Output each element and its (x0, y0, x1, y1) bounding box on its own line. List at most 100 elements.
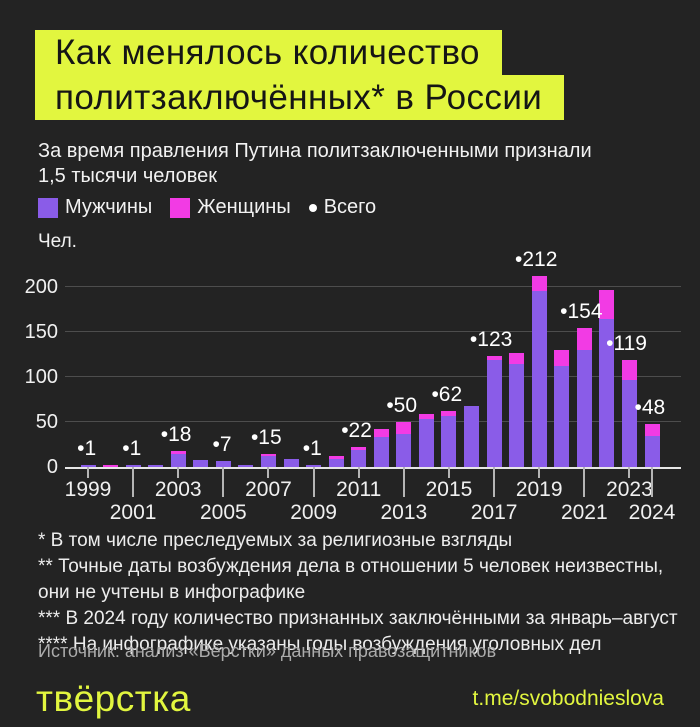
telegram-link[interactable]: t.me/svobodnieslova (472, 687, 664, 710)
bar-2015-women-segment (441, 411, 457, 416)
x-tick-2001 (132, 467, 135, 497)
footnote-4: **** На инфографике указаны годы возбужд… (38, 634, 602, 655)
x-tick-2021 (583, 467, 586, 497)
bar-2001-men-segment (125, 465, 141, 467)
y-tick-label-200: 200 (24, 276, 58, 298)
bar-2005-men-segment (215, 460, 231, 467)
bar-2023 (621, 359, 637, 467)
x-tick-2009 (312, 467, 315, 497)
women-color-swatch-icon (170, 197, 191, 218)
footnotes-block: * В том числе преследуемых за религиозны… (38, 528, 693, 658)
bar-2020-men-segment (554, 366, 570, 467)
x-tick-2003 (177, 467, 180, 478)
total-bullet-icon (308, 203, 317, 212)
page-title-line2: политзаключённых* в России (35, 75, 565, 120)
x-tick-2005 (222, 467, 225, 497)
page-title-line1: Как менялось количество (35, 30, 502, 75)
grid-line-150 (65, 331, 681, 332)
bar-2021-women-segment (576, 328, 592, 350)
x-tick-label-2021: 2021 (560, 501, 608, 524)
x-tick-label-2009: 2009 (290, 501, 337, 524)
bar-value-label-2003: •18 (160, 422, 192, 446)
x-tick-label-2024: 2024 (628, 501, 676, 524)
x-tick-label-1999: 1999 (64, 478, 112, 501)
y-axis-unit-label: Чел. (38, 231, 77, 252)
bar-2018-women-segment (509, 352, 525, 365)
bar-value-label-2007: •15 (250, 425, 282, 449)
bar-2014-women-segment (418, 413, 434, 420)
bar-2017-women-segment (486, 356, 502, 360)
x-tick-label-2005: 2005 (200, 501, 247, 524)
legend-women-label: Женщины (197, 196, 291, 218)
bar-2010-women-segment (328, 456, 344, 459)
bar-2013-women-segment (396, 422, 412, 434)
bar-2024-men-segment (644, 435, 660, 467)
bar-value-label-2023: •119 (606, 331, 648, 355)
x-tick-2007 (267, 467, 270, 478)
bar-2012 (373, 429, 389, 467)
legend-total-label: Всего (323, 196, 377, 218)
grid-line-50 (65, 421, 681, 422)
bar-2024 (644, 423, 660, 467)
bar-2006 (238, 465, 254, 467)
men-color-swatch-icon (38, 197, 58, 218)
bar-2016-men-segment (464, 405, 480, 467)
bar-2003-women-segment (170, 450, 186, 454)
x-tick-2017 (493, 467, 496, 497)
bar-2005 (215, 460, 231, 467)
bar-2021-men-segment (576, 350, 592, 467)
footnote-2: ** Точные даты возбуждения дела в отноше… (38, 556, 664, 603)
bar-2010 (328, 456, 344, 467)
bar-2015-men-segment (441, 415, 457, 467)
bar-value-label-1999: •1 (77, 437, 97, 460)
x-tick-label-2015: 2015 (425, 478, 473, 501)
legend-item-women: Женщины (170, 196, 291, 219)
bar-2008 (283, 458, 299, 467)
bar-2011-women-segment (351, 447, 367, 450)
bar-2001 (125, 465, 141, 467)
bar-2012-men-segment (373, 437, 389, 467)
bar-2010-men-segment (328, 458, 344, 467)
bar-2002 (148, 465, 164, 467)
bar-2019 (531, 276, 547, 467)
bar-2014 (418, 413, 434, 467)
bar-2022-women-segment (599, 289, 615, 319)
x-tick-2024 (651, 467, 653, 497)
x-tick-label-2007: 2007 (245, 478, 292, 501)
x-tick-label-2023: 2023 (606, 478, 653, 501)
x-tick-1999 (87, 467, 89, 478)
y-tick-label-100: 100 (24, 366, 58, 388)
bar-value-label-2001: •1 (122, 437, 142, 460)
x-tick-label-2001: 2001 (109, 501, 157, 524)
bar-2003-men-segment (170, 453, 186, 467)
bar-2014-men-segment (418, 419, 434, 467)
bar-2017 (486, 356, 502, 467)
bar-2017-men-segment (486, 359, 502, 467)
bar-2016 (464, 405, 480, 467)
bar-1999 (80, 465, 96, 467)
x-tick-label-2013: 2013 (380, 501, 428, 524)
bar-2006-men-segment (238, 465, 254, 467)
bar-value-label-2005: •7 (212, 432, 232, 456)
bar-2013-men-segment (396, 433, 412, 467)
bar-2019-men-segment (531, 290, 547, 467)
bar-2000 (103, 465, 119, 467)
bar-2007-men-segment (260, 456, 276, 467)
bar-value-label-2013: •50 (386, 394, 418, 417)
title-block: Как менялось количество политзаключённых… (35, 30, 565, 120)
bar-2007 (260, 453, 276, 467)
bar-2018-men-segment (509, 364, 525, 467)
x-tick-2011 (357, 467, 360, 478)
bar-2004 (193, 459, 209, 467)
bar-value-label-2021: •154 (560, 300, 603, 324)
legend-men-label: Мужчины (65, 196, 153, 218)
bar-value-label-2019: •212 (515, 248, 558, 272)
x-tick-2013 (402, 467, 405, 497)
x-tick-label-2011: 2011 (336, 478, 382, 501)
x-tick-2023 (628, 467, 631, 478)
bar-2011-men-segment (351, 449, 367, 467)
subtitle: За время правления Путина политзаключенн… (38, 140, 592, 187)
bar-2021 (576, 328, 592, 467)
bar-2019-women-segment (531, 276, 547, 291)
